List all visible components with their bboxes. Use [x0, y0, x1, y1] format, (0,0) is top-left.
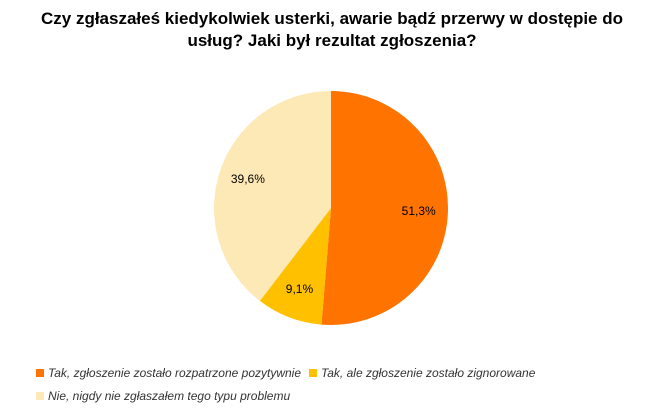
pie-slice — [259, 208, 331, 325]
legend-swatch — [309, 369, 318, 377]
legend: Tak, zgłoszenie zostało rozpatrzone pozy… — [36, 366, 636, 403]
legend-label: Nie, nigdy nie zgłaszałem tego typu prob… — [48, 389, 291, 403]
data-label: 51,3% — [402, 204, 436, 218]
legend-swatch — [36, 392, 44, 400]
data-label: 39,6% — [231, 172, 265, 186]
legend-item: Tak, zgłoszenie zostało rozpatrzone pozy… — [36, 366, 301, 380]
chart-title: Czy zgłaszałeś kiedykolwiek usterki, awa… — [41, 9, 623, 50]
legend-swatch — [36, 369, 44, 377]
pie-slice — [214, 90, 331, 301]
pie-slice — [321, 91, 448, 325]
data-label: 9,1% — [286, 282, 314, 296]
legend-label: Tak, ale zgłoszenie zostało zignorowane — [321, 366, 536, 380]
legend-item: Tak, ale zgłoszenie zostało zignorowane — [309, 366, 535, 380]
legend-item: Nie, nigdy nie zgłaszałem tego typu prob… — [36, 389, 290, 403]
legend-label: Tak, zgłoszenie zostało rozpatrzone pozy… — [48, 366, 302, 380]
